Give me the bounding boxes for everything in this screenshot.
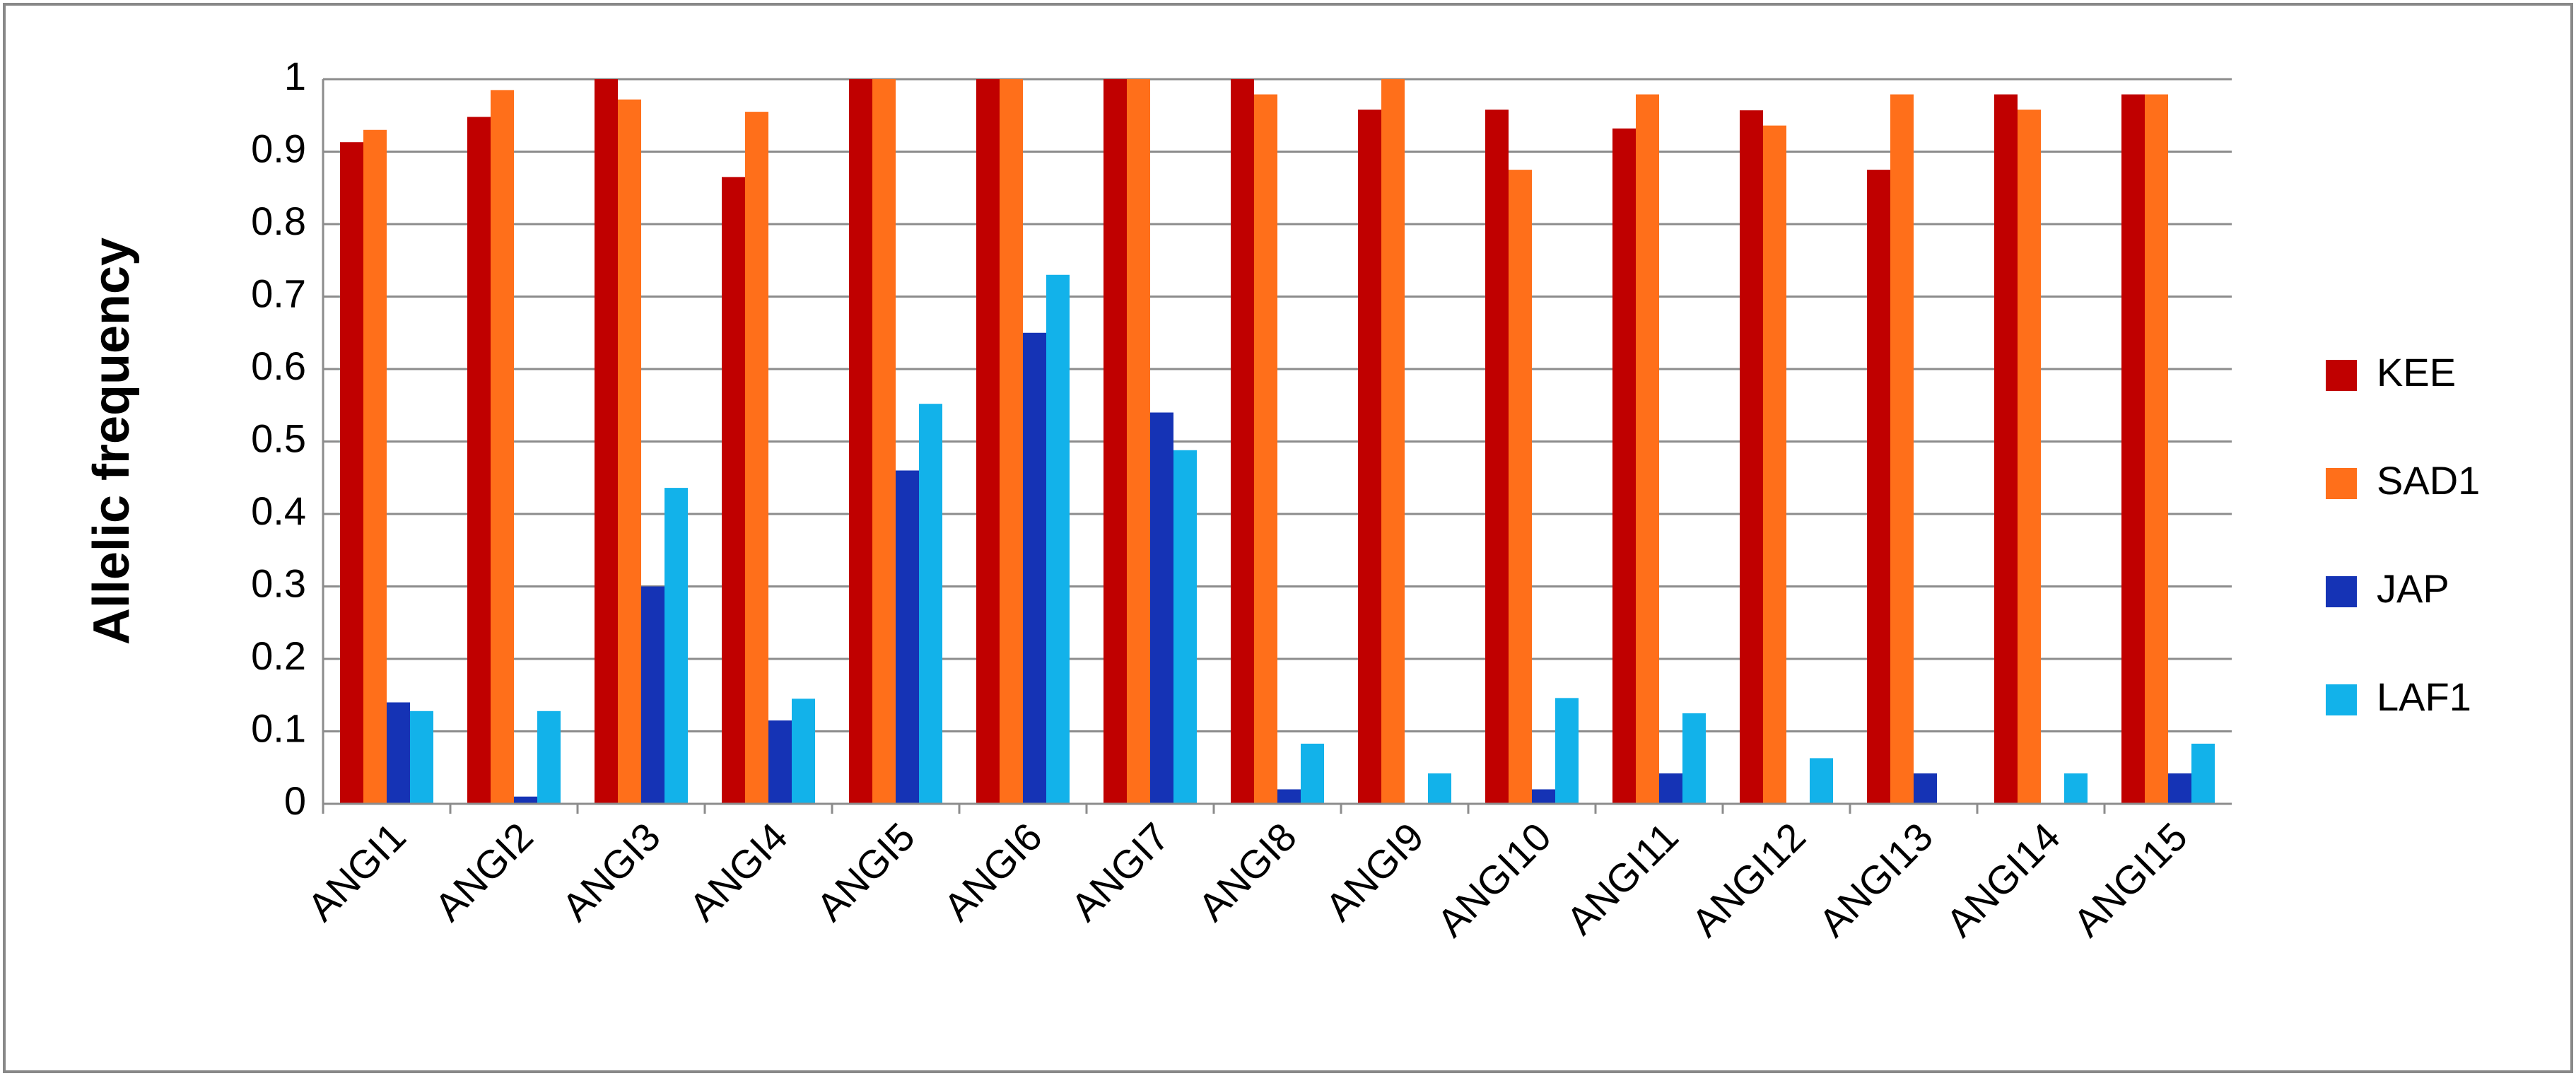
bar bbox=[1740, 110, 1763, 804]
bar bbox=[1914, 773, 1937, 804]
bar bbox=[896, 470, 919, 804]
bar bbox=[1150, 412, 1173, 804]
bar bbox=[1173, 450, 1197, 804]
bar bbox=[849, 79, 872, 804]
y-tick-label: 1 bbox=[284, 54, 306, 98]
bar bbox=[1277, 789, 1301, 804]
bar bbox=[467, 117, 491, 805]
bar bbox=[491, 90, 514, 804]
y-tick-label: 0.4 bbox=[251, 489, 306, 533]
bar bbox=[1358, 110, 1381, 805]
y-tick-label: 0.8 bbox=[251, 199, 306, 243]
bar bbox=[641, 586, 665, 804]
bar bbox=[1682, 713, 1706, 804]
bar bbox=[665, 488, 688, 804]
legend-swatch bbox=[2326, 468, 2357, 499]
bar bbox=[2191, 743, 2215, 804]
bar bbox=[2121, 94, 2145, 804]
bar bbox=[768, 720, 792, 804]
bar bbox=[872, 79, 896, 804]
y-tick-label: 0.2 bbox=[251, 633, 306, 678]
bar bbox=[722, 177, 745, 804]
legend-swatch bbox=[2326, 360, 2357, 391]
bar bbox=[1231, 79, 1254, 804]
bar bbox=[1023, 332, 1046, 804]
bar bbox=[1127, 79, 1150, 804]
bar bbox=[340, 142, 363, 805]
bar bbox=[2064, 773, 2088, 804]
bar bbox=[514, 796, 537, 804]
y-axis-label: Allelic frequency bbox=[83, 238, 140, 645]
bar bbox=[2018, 110, 2041, 805]
bar bbox=[976, 79, 1000, 804]
bar bbox=[1509, 170, 1532, 804]
legend-label: LAF1 bbox=[2377, 674, 2471, 719]
bar bbox=[1485, 110, 1509, 805]
chart-border bbox=[3, 3, 2573, 1073]
bar bbox=[410, 710, 433, 804]
bar bbox=[1659, 773, 1682, 804]
bar bbox=[537, 710, 561, 804]
bar bbox=[595, 79, 618, 804]
bar bbox=[745, 112, 768, 804]
bar bbox=[1763, 125, 1786, 805]
bar bbox=[792, 698, 815, 804]
y-tick-label: 0.5 bbox=[251, 416, 306, 460]
y-tick-label: 0.6 bbox=[251, 344, 306, 388]
y-tick-label: 0.7 bbox=[251, 271, 306, 315]
bar bbox=[1000, 79, 1023, 804]
bar bbox=[1994, 94, 2018, 804]
bar bbox=[1428, 773, 1451, 804]
bar bbox=[919, 404, 942, 804]
bar bbox=[387, 702, 410, 804]
bar bbox=[1532, 789, 1555, 804]
bar bbox=[1636, 94, 1659, 804]
bar bbox=[1867, 170, 1890, 804]
bar bbox=[1612, 128, 1636, 804]
bar bbox=[1381, 79, 1405, 804]
bar bbox=[363, 129, 387, 804]
legend-swatch bbox=[2326, 576, 2357, 607]
bar bbox=[1890, 94, 1914, 804]
bar bbox=[2168, 773, 2191, 804]
bar bbox=[618, 99, 641, 804]
y-tick-label: 0 bbox=[284, 778, 306, 823]
bar bbox=[1301, 743, 1324, 804]
y-tick-label: 0.9 bbox=[251, 126, 306, 170]
bar bbox=[1254, 94, 1277, 804]
legend-label: KEE bbox=[2377, 350, 2456, 394]
bar bbox=[1810, 758, 1833, 804]
bar bbox=[2145, 94, 2168, 804]
y-tick-label: 0.3 bbox=[251, 561, 306, 605]
legend-label: SAD1 bbox=[2377, 458, 2480, 503]
bar bbox=[1555, 698, 1579, 804]
bar bbox=[1103, 79, 1127, 804]
legend-swatch bbox=[2326, 684, 2357, 715]
y-tick-label: 0.1 bbox=[251, 706, 306, 750]
legend-label: JAP bbox=[2377, 566, 2449, 611]
bar bbox=[1046, 274, 1070, 804]
